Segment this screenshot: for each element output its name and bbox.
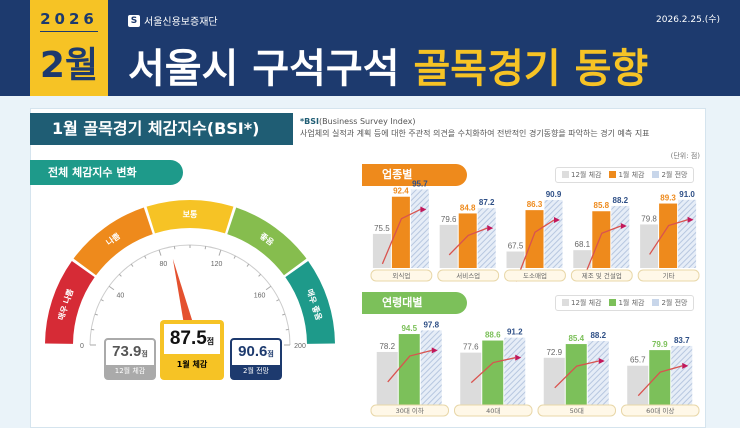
bar-value-label: 85.4 xyxy=(568,334,584,343)
category-label: 50대 xyxy=(570,407,584,415)
bar-value-label: 79.9 xyxy=(652,340,668,349)
bar-value-label: 87.2 xyxy=(479,198,495,207)
bar-value-label: 79.6 xyxy=(441,215,457,224)
bar xyxy=(627,366,648,405)
category-label: 외식업 xyxy=(392,271,410,280)
bar-value-label: 88.6 xyxy=(485,331,501,340)
bar-value-label: 72.9 xyxy=(546,348,562,357)
bar-value-label: 89.3 xyxy=(660,194,676,203)
bar-value-label: 68.1 xyxy=(575,240,591,249)
bar-value-label: 88.2 xyxy=(590,331,606,340)
bar xyxy=(526,210,544,268)
bar xyxy=(671,346,692,405)
bar xyxy=(611,206,629,268)
bar-value-label: 91.0 xyxy=(679,190,695,199)
category-label: 60대 이상 xyxy=(646,406,674,415)
bar xyxy=(592,211,610,268)
bar xyxy=(478,208,496,268)
bar xyxy=(399,334,420,405)
bar xyxy=(459,213,477,268)
bar xyxy=(421,330,442,405)
bar-value-label: 90.9 xyxy=(546,190,562,199)
category-label: 제조 및 건설업 xyxy=(582,271,622,280)
bar xyxy=(460,353,481,405)
bar xyxy=(678,200,696,268)
bar-value-label: 86.3 xyxy=(527,200,543,209)
bar xyxy=(504,338,525,405)
category-label: 40대 xyxy=(486,407,500,415)
bar-value-label: 78.2 xyxy=(379,342,395,351)
bar-value-label: 91.2 xyxy=(507,328,523,337)
bar-value-label: 97.8 xyxy=(423,320,439,329)
bar-value-label: 79.8 xyxy=(641,214,657,223)
bar xyxy=(649,350,670,405)
bar xyxy=(482,341,503,405)
bar-value-label: 65.7 xyxy=(630,356,646,365)
bar-value-label: 84.8 xyxy=(460,203,476,212)
bar xyxy=(377,352,398,405)
category-label: 30대 이하 xyxy=(396,406,424,415)
bar-charts: 75.592.495.7외식업79.684.887.2서비스업67.586.39… xyxy=(0,0,740,417)
bar xyxy=(545,200,563,268)
category-label: 기타 xyxy=(663,271,675,280)
bar xyxy=(440,225,458,268)
bar-value-label: 67.5 xyxy=(508,242,524,251)
bar-value-label: 85.8 xyxy=(594,201,610,210)
category-label: 서비스업 xyxy=(456,271,480,280)
bar-value-label: 95.7 xyxy=(412,179,428,188)
bar xyxy=(588,341,609,405)
bar-value-label: 92.4 xyxy=(393,187,409,196)
bar-value-label: 88.2 xyxy=(613,196,629,205)
category-label: 도소매업 xyxy=(523,272,547,280)
bar xyxy=(392,197,410,268)
bar-value-label: 94.5 xyxy=(401,324,417,333)
bar xyxy=(411,189,429,268)
bar-value-label: 75.5 xyxy=(374,224,390,233)
bar-value-label: 77.6 xyxy=(463,343,479,352)
bar-value-label: 83.7 xyxy=(674,336,690,345)
